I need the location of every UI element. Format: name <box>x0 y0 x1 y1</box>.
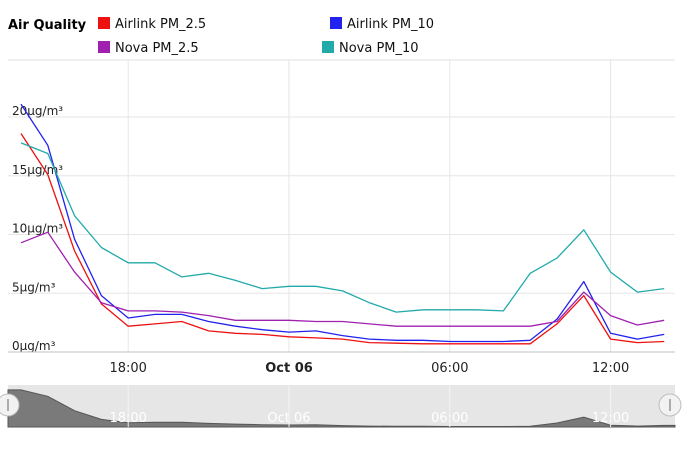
y-tick-label: 15µg/m³ <box>12 163 63 177</box>
legend-swatch-nova-pm10 <box>322 41 334 53</box>
y-tick-label: 0µg/m³ <box>12 339 56 353</box>
chart-title: Air Quality <box>8 18 87 33</box>
legend-swatch-airlink-pm10 <box>330 17 342 29</box>
legend-swatch-airlink-pm25 <box>98 17 110 29</box>
legend-item-airlink-pm10[interactable]: Airlink PM_10 <box>330 17 434 32</box>
navigator-handle-right[interactable] <box>658 393 682 417</box>
x-tick-label: 06:00 <box>431 361 468 376</box>
legend-label-nova-pm25: Nova PM_2.5 <box>115 41 199 56</box>
y-gridlines <box>8 116 675 294</box>
navigator-tick-label: 18:00 <box>109 411 146 426</box>
legend-swatch-nova-pm25 <box>98 41 110 53</box>
legend-label-airlink-pm10: Airlink PM_10 <box>347 17 434 32</box>
y-tick-label: 10µg/m³ <box>12 222 63 236</box>
navigator[interactable]: 18:00 Oct 06 06:00 12:00 <box>0 385 682 428</box>
y-tick-label: 20µg/m³ <box>12 104 63 118</box>
legend: Airlink PM_2.5 Airlink PM_10 Nova PM_2.5… <box>98 17 434 56</box>
legend-label-nova-pm10: Nova PM_10 <box>339 41 419 56</box>
x-tick-label: Oct 06 <box>265 361 313 376</box>
x-axis-labels: 18:00 Oct 06 06:00 12:00 <box>109 361 629 376</box>
navigator-series-area <box>7 389 676 428</box>
navigator-tick-label: Oct 06 <box>267 411 310 426</box>
legend-item-airlink-pm25[interactable]: Airlink PM_2.5 <box>98 17 206 32</box>
x-tick-label: 18:00 <box>109 361 146 376</box>
navigator-background <box>8 385 675 427</box>
x-tick-label: 12:00 <box>592 361 629 376</box>
legend-label-airlink-pm25: Airlink PM_2.5 <box>115 17 206 32</box>
series-line-2[interactable] <box>20 231 665 327</box>
series-lines <box>20 103 665 345</box>
series-line-1[interactable] <box>20 103 665 343</box>
y-axis-labels: 0µg/m³ 5µg/m³ 10µg/m³ 15µg/m³ 20µg/m³ <box>12 104 63 353</box>
navigator-tick-label: 06:00 <box>431 411 468 426</box>
navigator-handle-left[interactable] <box>0 393 20 417</box>
navigator-tick-label: 12:00 <box>592 411 629 426</box>
navigator-labels: 18:00 Oct 06 06:00 12:00 <box>109 385 629 427</box>
x-gridlines <box>127 60 612 352</box>
series-line-3[interactable] <box>20 142 665 313</box>
series-line-0[interactable] <box>20 133 665 345</box>
y-tick-label: 5µg/m³ <box>12 280 56 294</box>
legend-item-nova-pm10[interactable]: Nova PM_10 <box>322 41 419 56</box>
legend-item-nova-pm25[interactable]: Nova PM_2.5 <box>98 41 199 56</box>
